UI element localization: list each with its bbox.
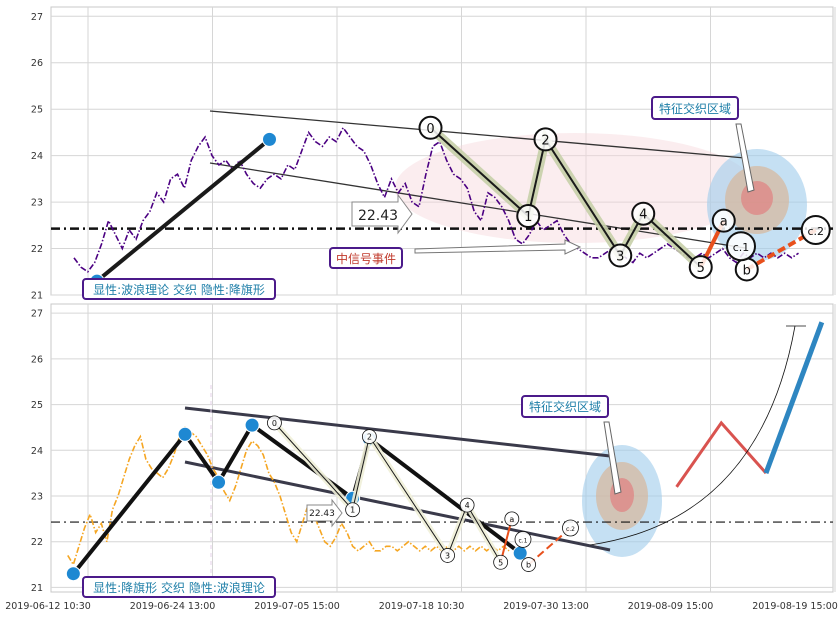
bottom-wave-label-c.1: c.1 <box>518 537 527 544</box>
bottom-ytick-label: 25 <box>31 400 43 411</box>
top-wave-marker-c.1 <box>726 231 756 262</box>
top-pattern-label: 显性:波浪理论 交织 隐性:降旗形 <box>93 282 265 297</box>
bottom-wave-marker-2 <box>361 429 377 444</box>
bottom-wave-c <box>527 527 572 566</box>
top-bottom-callout: 显性:波浪理论 交织 隐性:降旗形 <box>82 278 276 300</box>
bottom-ytick-label: 22 <box>31 537 43 548</box>
bottom-projection-arc <box>589 325 796 546</box>
bottom-wave-marker-5 <box>493 554 509 570</box>
bottom-x-axis: 2019-06-12 10:30 2019-06-24 13:00 2019-07-… <box>5 601 838 612</box>
bottom-wave-label-5: 5 <box>498 558 503 567</box>
top-wave-line <box>429 127 702 268</box>
bottom-xtick-label: 2019-08-19 15:00 <box>752 601 838 612</box>
bottom-pivot-point <box>244 417 260 433</box>
top-wave-label-c.1: c.1 <box>733 241 750 254</box>
bottom-xtick-label: 2019-07-05 15:00 <box>254 601 340 612</box>
bottom-wave-label-a: a <box>509 515 514 524</box>
top-ytick-label: 27 <box>31 12 43 23</box>
top-y-axis: 21 22 23 24 25 26 27 <box>31 12 43 302</box>
top-pivot-end <box>262 131 277 147</box>
bottom-zone-callout: 特征交织区域 <box>521 395 622 495</box>
top-ytick-label: 22 <box>31 244 43 255</box>
bottom-ytick-label: 26 <box>31 354 43 365</box>
top-panel-frame <box>50 6 834 296</box>
top-wave-marker-4 <box>631 201 656 226</box>
top-wave-marker-3 <box>608 243 633 268</box>
top-wave-marker-2 <box>533 127 558 152</box>
top-interweave-zone <box>707 149 807 261</box>
bottom-xtick-label: 2019-07-18 10:30 <box>379 601 465 612</box>
top-reference-label: 22.43 <box>351 193 413 235</box>
bottom-wave-marker-3 <box>440 548 455 563</box>
top-ytick-label: 25 <box>31 105 43 116</box>
top-wave-label-0: 0 <box>426 122 434 137</box>
top-wave-label-4: 4 <box>639 208 647 223</box>
bottom-xtick-label: 2019-08-09 15:00 <box>628 601 714 612</box>
bottom-ytick-label: 23 <box>31 492 43 503</box>
top-wave-label-a: a <box>720 215 728 230</box>
bottom-wave-marker-0 <box>267 415 282 431</box>
bottom-series: 0 1 2 3 4 5 a b c.1 c.2 <box>51 321 833 582</box>
top-wave-label-b: b <box>743 263 751 278</box>
bottom-wave-label-c.2: c.2 <box>566 526 575 533</box>
bottom-wave-a <box>499 518 513 563</box>
bottom-pivot-point <box>211 474 227 490</box>
top-wave-marker-c.2 <box>800 214 831 245</box>
bottom-wave-line <box>274 422 502 563</box>
bottom-reference-value: 22.43 <box>309 509 335 519</box>
bottom-reference-label: 22.43 <box>306 498 343 528</box>
top-wave-marker-5 <box>688 255 713 280</box>
bottom-y-axis: 21 22 23 24 25 26 27 <box>31 309 43 594</box>
bottom-wave-marker-1 <box>345 502 361 518</box>
bottom-channel <box>184 406 611 552</box>
bottom-wave-label-2: 2 <box>367 433 372 442</box>
bottom-wave-marker-a <box>504 511 520 527</box>
bottom-wave-label-4: 4 <box>465 501 470 510</box>
top-wave-marker-a <box>711 208 736 233</box>
top-wave-marker-0 <box>418 115 443 140</box>
bottom-wave-marker-b <box>521 557 536 572</box>
top-ytick-label: 23 <box>31 198 43 209</box>
top-reference-value: 22.43 <box>358 208 398 224</box>
top-zone-label: 特征交织区域 <box>659 101 731 116</box>
bottom-wave-marker-c.2 <box>562 519 579 537</box>
bottom-wave-label-0: 0 <box>272 419 277 428</box>
bottom-wave-marker-4 <box>459 497 475 513</box>
bottom-pivot-point <box>177 426 193 442</box>
top-event-label: 中信号事件 <box>336 251 396 266</box>
bottom-wave-label-3: 3 <box>445 551 450 560</box>
bottom-pattern-label: 显性:降旗形 交织 隐性:波浪理论 <box>93 580 265 595</box>
bottom-xtick-label: 2019-07-30 13:00 <box>503 601 589 612</box>
top-wave-label-2: 2 <box>541 133 549 148</box>
top-zone-callout: 特征交织区域 <box>651 96 755 193</box>
bottom-series-projection-blue <box>763 321 825 475</box>
top-wave-label-5: 5 <box>697 261 705 276</box>
top-ytick-label: 26 <box>31 58 43 69</box>
top-ytick-label: 21 <box>31 291 43 302</box>
top-channel <box>209 110 746 249</box>
bottom-series-projection-red <box>675 420 768 488</box>
bottom-zone-label: 特征交织区域 <box>529 399 601 414</box>
top-series: 0 1 2 3 4 5 a b c.1 c.2 <box>51 115 833 289</box>
bottom-series-price <box>67 426 510 567</box>
bottom-wave-label-1: 1 <box>350 506 355 515</box>
bottom-pivot-point <box>65 566 81 582</box>
top-ytick-label: 24 <box>31 151 43 162</box>
bottom-xtick-label: 2019-06-12 10:30 <box>5 601 91 612</box>
top-wave-marker-1 <box>516 204 541 229</box>
top-wave-label-3: 3 <box>616 250 624 265</box>
top-event-callout: 中信号事件 <box>329 239 582 269</box>
bottom-xtick-label: 2019-06-24 13:00 <box>130 601 216 612</box>
top-wave-label-c.2: c.2 <box>807 225 824 238</box>
bottom-ytick-label: 27 <box>31 309 43 320</box>
bottom-ytick-label: 24 <box>31 446 43 457</box>
bottom-pattern-callout: 显性:降旗形 交织 隐性:波浪理论 <box>82 576 276 598</box>
top-wave-label-1: 1 <box>524 210 532 225</box>
bottom-wave-label-b: b <box>526 561 531 570</box>
top-series-trend <box>95 137 271 283</box>
bottom-wave-marker-c.1 <box>514 531 532 548</box>
bottom-ytick-label: 21 <box>31 583 43 594</box>
bottom-interweave-zone <box>582 445 662 557</box>
